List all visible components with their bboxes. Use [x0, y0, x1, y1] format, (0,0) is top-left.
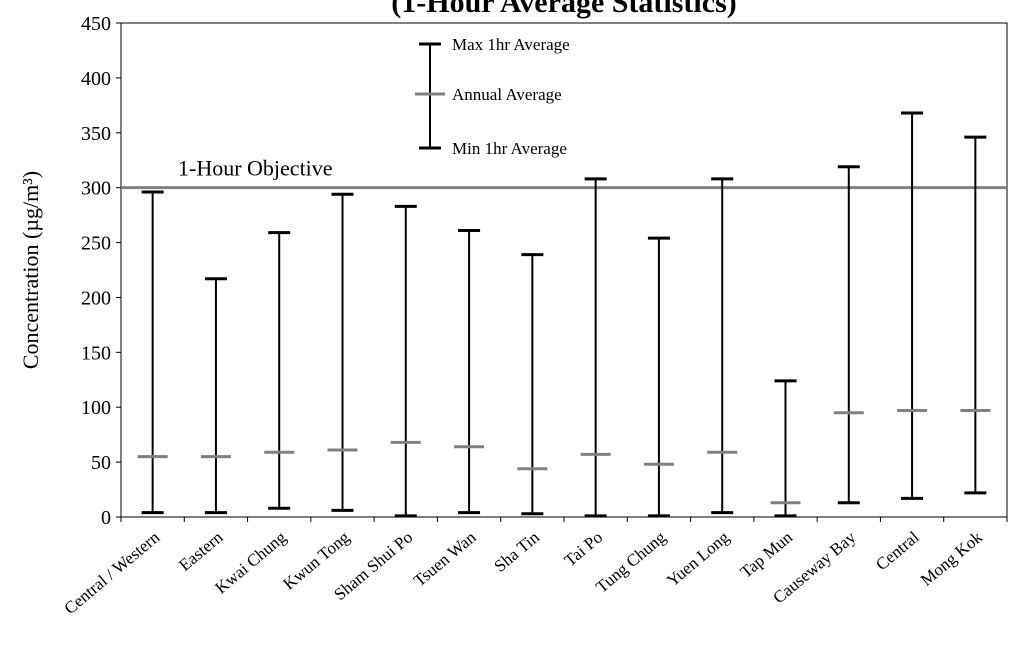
y-tick-label: 400 — [81, 68, 111, 90]
y-tick-label: 0 — [101, 507, 111, 529]
legend-label: Annual Average — [452, 85, 562, 104]
y-tick-label: 350 — [81, 123, 111, 145]
x-tick-label: Central / Western — [60, 527, 163, 618]
x-tick-label: Yuen Long — [663, 527, 733, 590]
legend-label: Max 1hr Average — [452, 35, 570, 54]
y-tick-label: 450 — [81, 13, 111, 35]
x-tick-label: Kwai Chung — [211, 527, 290, 597]
y-tick-label: 150 — [81, 342, 111, 364]
y-tick-label: 50 — [91, 452, 111, 474]
x-tick-label: Tai Po — [561, 528, 607, 571]
x-tick-label: Mong Kok — [917, 527, 986, 590]
legend-label: Min 1hr Average — [452, 139, 567, 158]
y-tick-label: 300 — [81, 178, 111, 200]
x-tick-label: Eastern — [175, 527, 227, 575]
objective-label: 1-Hour Objective — [178, 156, 333, 181]
y-axis-label: Concentration (µg/m³) — [18, 171, 43, 369]
x-tick-label: Sha Tin — [491, 527, 544, 576]
y-tick-label: 200 — [81, 287, 111, 309]
y-tick-label: 100 — [81, 397, 111, 419]
plot-frame — [120, 22, 1008, 518]
chart-title: (1-Hour Average Statistics) — [391, 0, 736, 19]
x-tick-label: Tung Chung — [592, 527, 670, 596]
x-tick-label: Tsuen Wan — [410, 527, 480, 590]
x-tick-label: Central — [872, 527, 923, 574]
y-tick-label: 250 — [81, 233, 111, 255]
x-tick-label: Tap Mun — [737, 527, 797, 581]
